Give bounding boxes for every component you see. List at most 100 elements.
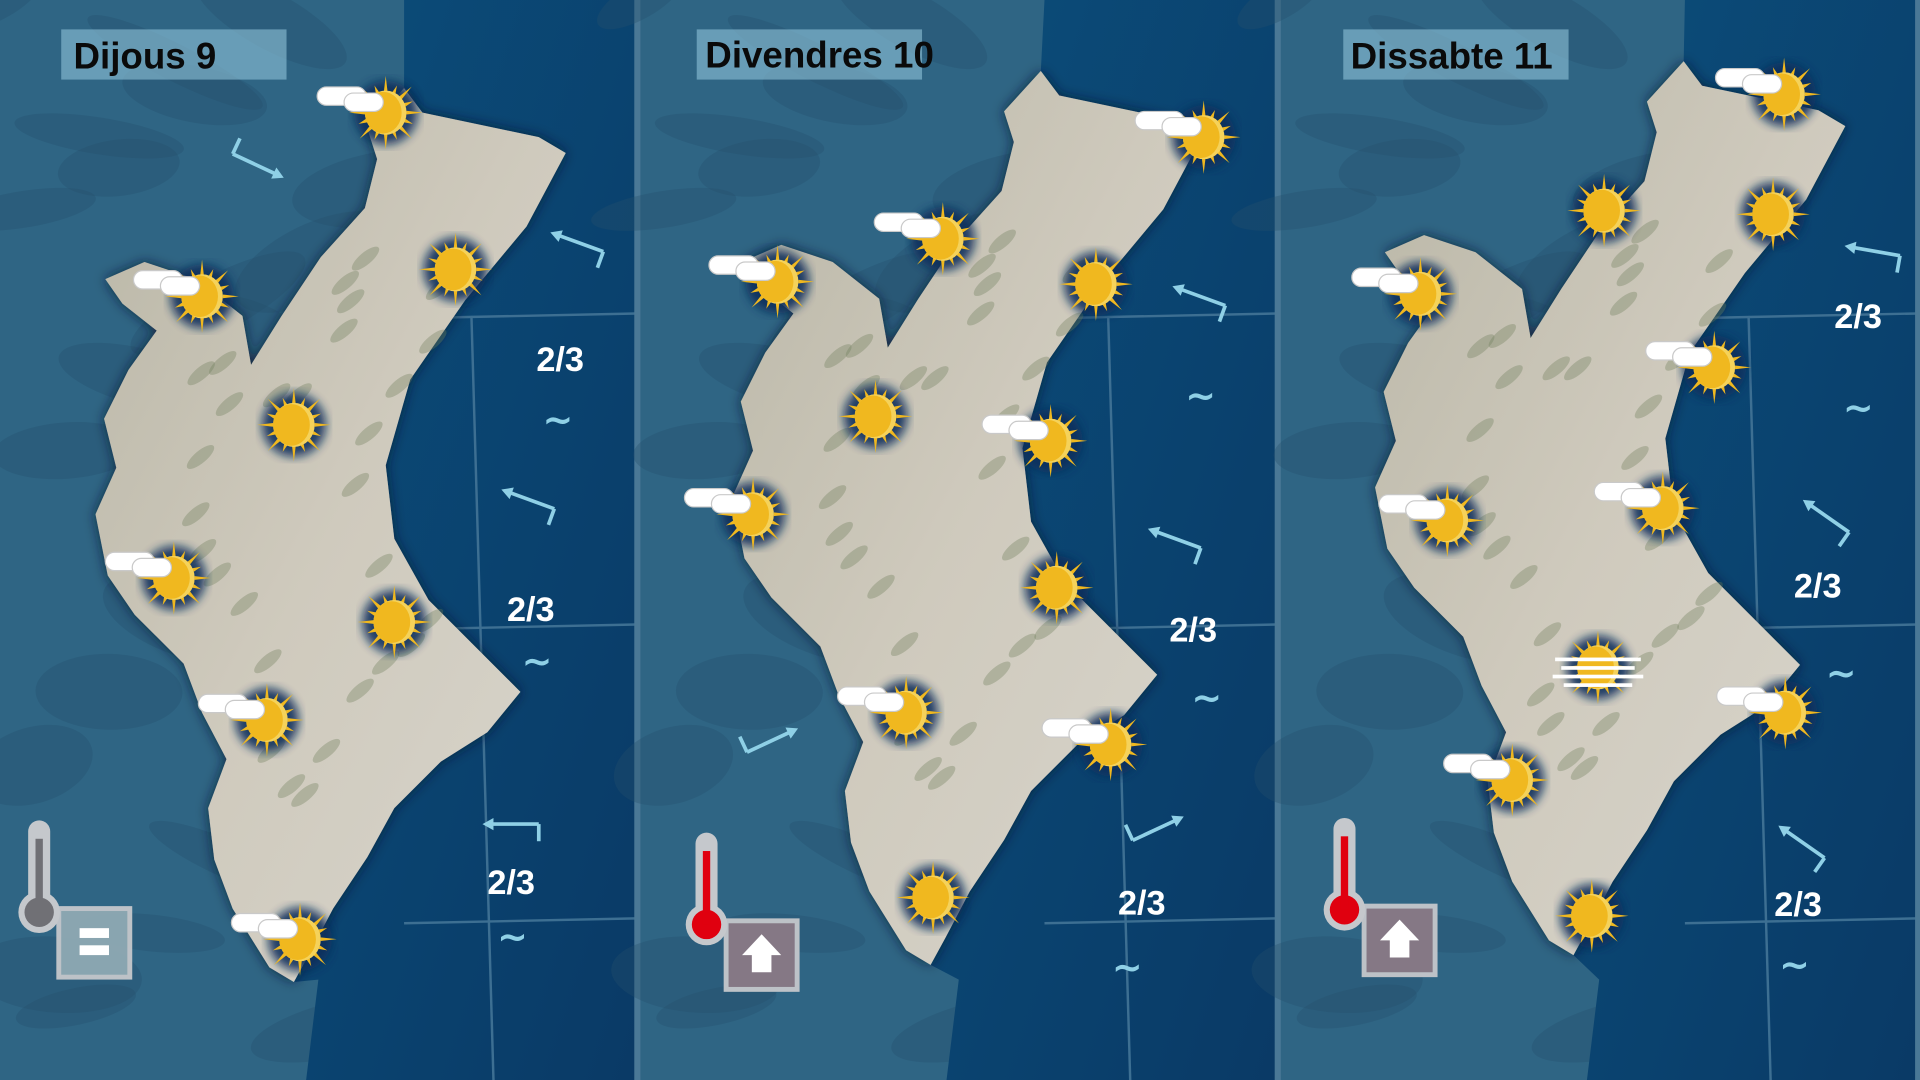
- sun-ray: [400, 640, 406, 650]
- haze-lines-icon: [1552, 657, 1644, 687]
- sun-ray: [1099, 717, 1105, 727]
- sun-ray: [190, 314, 196, 324]
- sun-ray: [391, 131, 397, 140]
- sun-ray: [773, 512, 790, 517]
- sun-ray: [255, 692, 261, 702]
- sun-ray: [1598, 934, 1604, 944]
- sun-ray: [1075, 576, 1084, 582]
- sun-ray: [1688, 380, 1701, 394]
- sun-ray: [1798, 725, 1812, 739]
- sun-ray: [893, 405, 903, 411]
- sun-ray: [257, 423, 274, 427]
- sun-ray: [1617, 223, 1631, 237]
- sun-ray: [1580, 934, 1586, 944]
- sun-cloud-icon: [1593, 471, 1700, 545]
- sun-ray: [1518, 798, 1524, 808]
- sun-ray: [1747, 227, 1760, 241]
- sun-ray: [1806, 710, 1823, 715]
- sun-ray: [1791, 203, 1801, 209]
- sun-ray: [1703, 340, 1709, 349]
- sun-ray: [180, 596, 186, 606]
- sun-ray: [783, 254, 789, 264]
- sun-cloud-icon: [683, 477, 790, 552]
- sun-ray: [306, 912, 312, 921]
- sun-ray: [1530, 786, 1540, 792]
- sun-ray: [266, 431, 276, 437]
- sun-ray: [215, 270, 229, 283]
- sun-ray: [1426, 312, 1432, 322]
- sun-ray: [771, 503, 781, 509]
- sun-ray: [1586, 685, 1592, 695]
- sun-ray: [1409, 312, 1415, 322]
- sun-ray: [292, 445, 296, 462]
- sun-ray: [453, 290, 458, 307]
- sun-ray: [280, 694, 293, 707]
- cloud-icon: [981, 414, 1049, 441]
- sun-ray: [1782, 57, 1786, 74]
- sun-ray: [418, 267, 435, 272]
- wind-arrow-icon: [482, 817, 541, 842]
- sun-ray: [1783, 733, 1788, 750]
- sun-ray: [1192, 155, 1198, 165]
- sun-ray: [400, 594, 406, 604]
- sun-ray: [848, 405, 858, 411]
- sun-ray: [1418, 257, 1423, 274]
- sun-ray: [383, 133, 388, 150]
- sun-ray: [1578, 184, 1591, 198]
- sun-ray: [931, 918, 935, 935]
- sun-ray: [357, 620, 374, 624]
- sun-ray: [383, 594, 389, 604]
- sun-ray: [174, 302, 184, 308]
- sun-ray: [1589, 936, 1594, 953]
- sun-ray: [904, 675, 908, 692]
- sun-ray: [1774, 685, 1780, 695]
- sun-cloud-icon: [104, 541, 211, 615]
- map-panel-1: ~ ~ ~: [0, 0, 690, 1080]
- sun-ray: [391, 85, 397, 95]
- sun-ray: [1610, 904, 1619, 910]
- sea-state-label: 2/3: [536, 341, 584, 379]
- wave-icon: ~: [1185, 374, 1216, 417]
- sun-ray: [1510, 743, 1515, 760]
- sun-ray: [1635, 514, 1645, 520]
- sun-ray: [282, 443, 288, 453]
- sun-ray: [312, 431, 322, 437]
- sun-ray: [1420, 526, 1429, 532]
- sun-ray: [1445, 483, 1450, 500]
- wind-arrow-icon: [738, 727, 799, 754]
- sun-ray: [848, 422, 858, 428]
- sun-ray: [1786, 188, 1800, 201]
- wind-arrow-icon: [501, 487, 557, 526]
- sun-ray: [924, 718, 934, 724]
- sun-ray: [1083, 750, 1093, 756]
- sun-ray: [1761, 232, 1767, 242]
- sun-ray: [367, 628, 376, 634]
- sun-ray: [1578, 223, 1591, 237]
- sun-ray: [949, 257, 955, 266]
- sun-ray: [1790, 112, 1796, 122]
- sun-ray: [1500, 798, 1507, 808]
- sun-ray: [1669, 526, 1675, 536]
- wave-icon: ~: [542, 398, 573, 441]
- sun-ray: [1605, 889, 1618, 903]
- sun-ray: [1421, 533, 1435, 547]
- sun-ray: [1791, 731, 1797, 740]
- sun-ray: [266, 413, 276, 419]
- sun-ray: [912, 731, 918, 740]
- sun-ray: [795, 270, 805, 276]
- sun-cloud-icon: [873, 202, 980, 276]
- sun-ray: [961, 244, 971, 251]
- sun-ray: [172, 541, 176, 558]
- sun-ray: [1610, 229, 1616, 238]
- sun-ray: [1510, 800, 1515, 817]
- sun-ray: [1712, 388, 1717, 405]
- sun-ray: [1099, 762, 1105, 772]
- sun-ray: [1732, 373, 1742, 379]
- sun-ray: [444, 242, 450, 251]
- sun-icon: [1555, 879, 1629, 953]
- sun-ray: [1532, 778, 1549, 782]
- sun-ray: [741, 487, 747, 496]
- panel-title-2: Divendres 10: [696, 29, 934, 80]
- sun-ray: [1802, 100, 1812, 106]
- sun-ray: [358, 118, 368, 124]
